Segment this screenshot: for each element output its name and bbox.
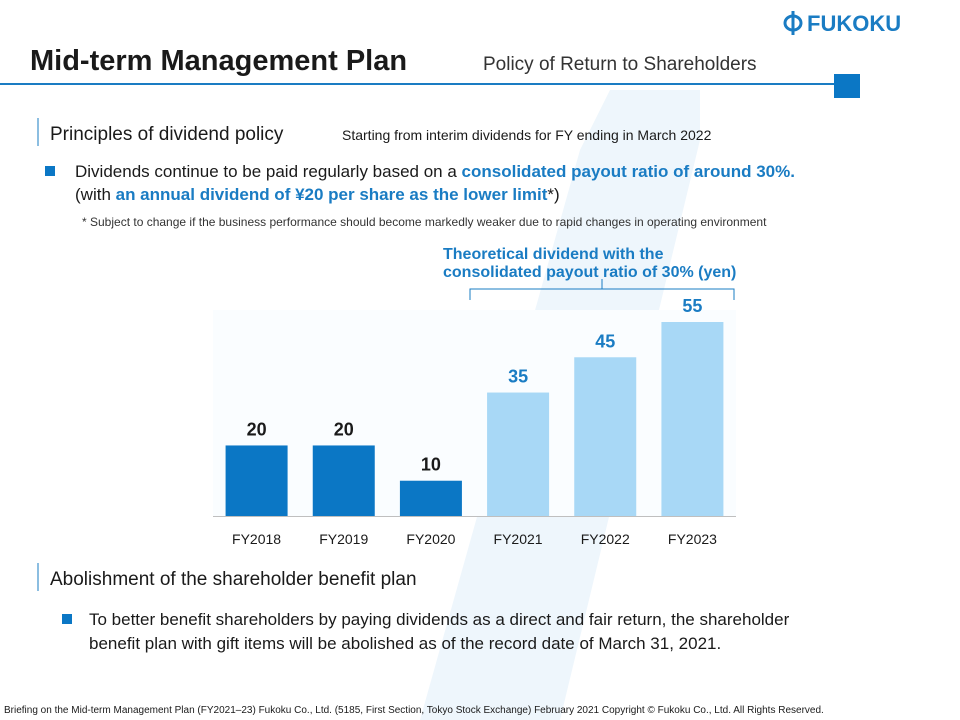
- bar: [661, 322, 724, 516]
- chart-annotation: Theoretical dividend with the: [443, 246, 664, 263]
- bullet-icon: [45, 166, 55, 176]
- section-heading: Principles of dividend policy: [50, 124, 284, 145]
- bullet-part: (with: [75, 185, 116, 204]
- value-label: 55: [682, 296, 702, 316]
- x-tick-label: FY2020: [406, 531, 455, 547]
- value-label: 35: [508, 367, 528, 387]
- bullet-text: Dividends continue to be paid regularly …: [75, 162, 795, 181]
- bullet-part: consolidated payout ratio of around 30%.: [462, 162, 795, 181]
- bar: [225, 445, 288, 516]
- logo: FUKOKU: [783, 11, 901, 36]
- bar: [399, 480, 462, 516]
- x-tick-label: FY2022: [581, 531, 630, 547]
- page-title: Mid-term Management Plan: [30, 45, 407, 77]
- value-label: 45: [595, 331, 615, 351]
- plot-area: [213, 310, 736, 516]
- bullet-icon: [62, 614, 72, 624]
- bar: [574, 357, 637, 516]
- section-subheading: Starting from interim dividends for FY e…: [342, 127, 712, 143]
- footnote: * Subject to change if the business perf…: [82, 215, 767, 229]
- x-tick-label: FY2023: [668, 531, 717, 547]
- annotation-bracket: [469, 279, 735, 300]
- x-tick-label: FY2021: [494, 531, 543, 547]
- value-label: 20: [247, 419, 267, 439]
- footer: Briefing on the Mid-term Management Plan…: [4, 705, 824, 716]
- bullet-part: Dividends continue to be paid regularly …: [75, 162, 462, 181]
- page-subtitle: Policy of Return to Shareholders: [483, 54, 757, 75]
- x-tick-label: FY2019: [319, 531, 368, 547]
- value-label: 20: [334, 419, 354, 439]
- value-label: 10: [421, 455, 441, 475]
- bar: [312, 445, 375, 516]
- bullet-text: To better benefit shareholders by paying…: [89, 610, 790, 629]
- bullet-text: benefit plan with gift items will be abo…: [89, 634, 721, 653]
- chart-annotation: consolidated payout ratio of 30% (yen): [443, 264, 736, 281]
- logo-text: FUKOKU: [807, 11, 901, 36]
- section-heading: Abolishment of the shareholder benefit p…: [50, 569, 417, 590]
- header-square: [834, 74, 860, 98]
- bullet-text: (with an annual dividend of ¥20 per shar…: [75, 185, 560, 204]
- bullet-part: an annual dividend of ¥20 per share as t…: [116, 185, 548, 204]
- bullet-part: *): [547, 185, 559, 204]
- x-tick-label: FY2018: [232, 531, 281, 547]
- chart: FY2018 20 FY2019 20 FY2020 10 FY2021 35 FY2022 45…: [213, 296, 736, 547]
- bar: [487, 392, 550, 516]
